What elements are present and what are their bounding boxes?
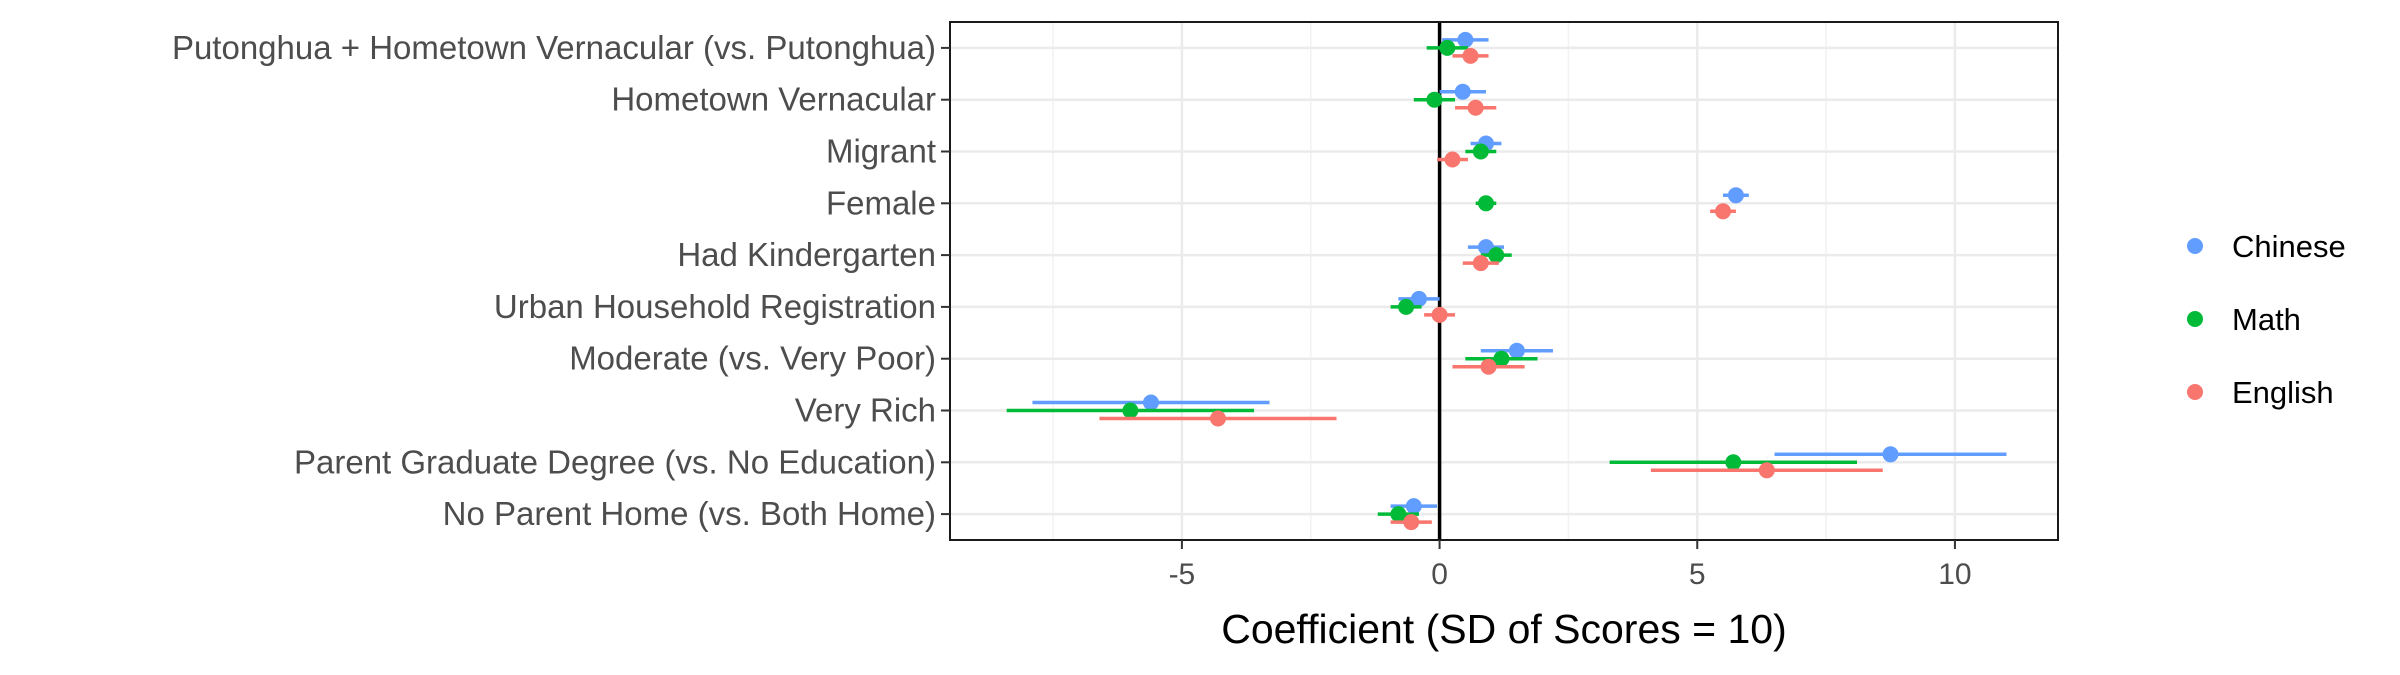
point-estimate (1142, 394, 1159, 411)
point-estimate (1405, 498, 1422, 515)
point-estimate (1882, 446, 1899, 463)
legend: Chinese Math English (2187, 229, 2346, 410)
point-estimate (1488, 247, 1505, 264)
legend-label: Math (2232, 302, 2301, 337)
category-label: Had Kindergarten (677, 236, 936, 273)
point-estimate (1431, 306, 1448, 323)
x-axis: -5 0 5 10 (1169, 540, 1972, 591)
point-estimate (1398, 298, 1415, 315)
point-estimate (1462, 47, 1479, 64)
point-estimate (1508, 342, 1525, 359)
category-label: Very Rich (795, 392, 936, 429)
category-label: Female (826, 184, 936, 221)
category-label: Parent Graduate Degree (vs. No Education… (294, 443, 936, 480)
legend-label: Chinese (2232, 229, 2346, 264)
point-estimate (1480, 358, 1497, 375)
point-estimate (1758, 462, 1775, 479)
point-estimate (1472, 255, 1489, 272)
category-label: Putonghua + Hometown Vernacular (vs. Put… (172, 29, 936, 66)
coefficient-marks (1006, 31, 2007, 531)
point-estimate (1727, 187, 1744, 204)
category-label: Urban Household Registration (494, 288, 936, 325)
point-estimate (1122, 402, 1139, 419)
legend-key (2187, 311, 2203, 327)
point-estimate (1426, 91, 1443, 108)
point-estimate (1467, 99, 1484, 116)
legend-label: English (2232, 375, 2334, 410)
point-estimate (1715, 203, 1732, 220)
point-estimate (1472, 143, 1489, 160)
x-tick-label: -5 (1169, 558, 1196, 591)
category-label: Migrant (826, 133, 936, 170)
plot-panel-border (949, 21, 2059, 541)
point-estimate (1477, 195, 1494, 212)
point-estimate (1209, 410, 1226, 427)
x-tick-label: 10 (1938, 558, 1971, 591)
legend-key (2187, 238, 2203, 254)
point-estimate (1725, 454, 1742, 471)
point-estimate (1403, 514, 1420, 531)
category-label: No Parent Home (vs. Both Home) (443, 495, 936, 532)
grid-lines (950, 22, 2058, 540)
point-estimate (1410, 290, 1427, 307)
point-estimate (1457, 31, 1474, 48)
point-estimate (1439, 39, 1456, 56)
y-axis: Putonghua + Hometown Vernacular (vs. Put… (172, 29, 950, 532)
x-tick-label: 0 (1431, 558, 1448, 591)
point-estimate (1390, 506, 1407, 523)
x-tick-label: 5 (1689, 558, 1706, 591)
point-estimate (1444, 151, 1461, 168)
category-label: Hometown Vernacular (611, 81, 936, 118)
x-axis-title: Coefficient (SD of Scores = 10) (1221, 606, 1787, 652)
legend-key (2187, 384, 2203, 400)
point-estimate (1493, 350, 1510, 367)
point-estimate (1454, 83, 1471, 100)
category-label: Moderate (vs. Very Poor) (569, 340, 936, 377)
